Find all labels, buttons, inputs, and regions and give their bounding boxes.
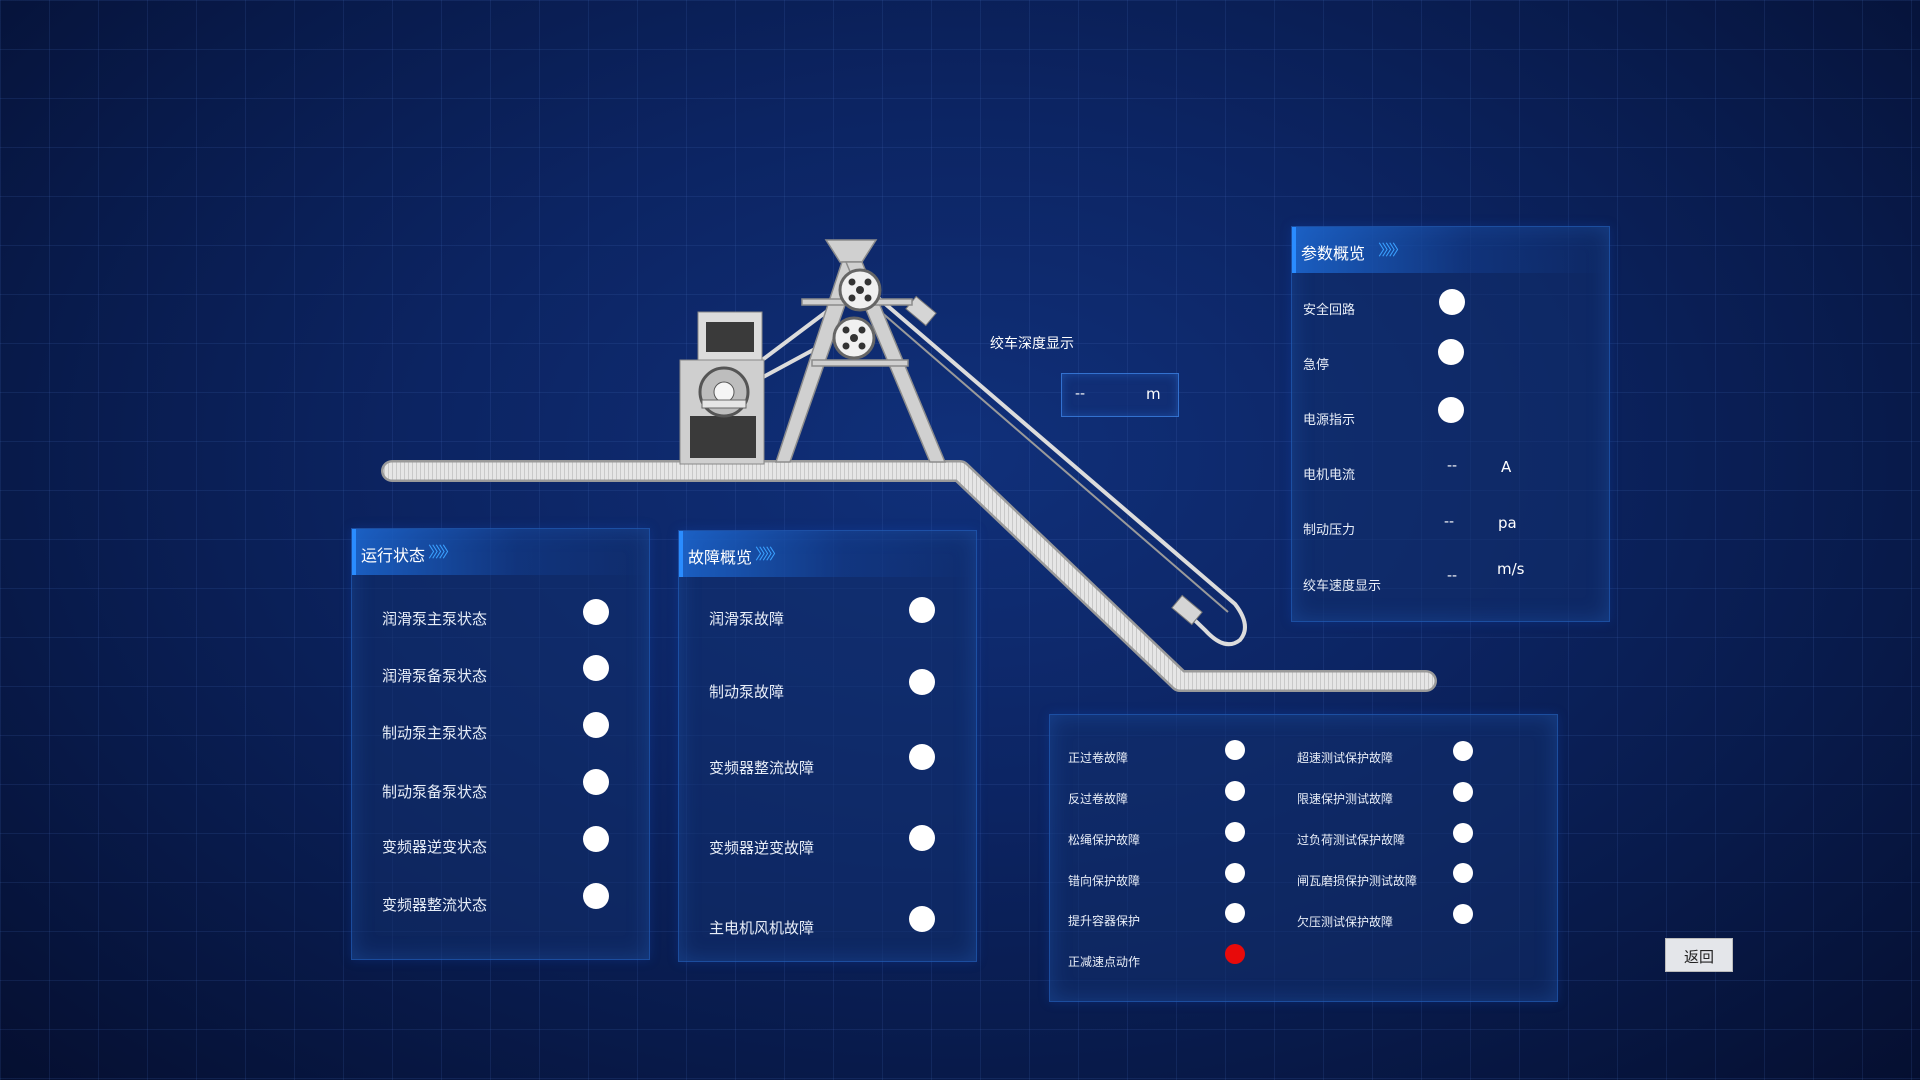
fault-panel-header: 故障概览 〉〉〉〉〉 (679, 531, 976, 577)
fault-panel-title: 故障概览 (688, 548, 753, 567)
winch-house (679, 311, 765, 465)
run-status-indicator (583, 655, 609, 681)
fault-label: 润滑泵故障 (709, 610, 785, 628)
params-panel: 参数概览 〉〉〉〉〉 安全回路 急停 电源指示 电机电流 -- A 制动压力 -… (1291, 226, 1610, 622)
depth-display-title: 绞车深度显示 (990, 336, 1074, 352)
depth-unit: m (1146, 385, 1161, 403)
param-label-estop: 急停 (1303, 358, 1330, 373)
brake-pressure-value: -- (1444, 514, 1455, 530)
chevron-decoration-icon: 〉〉〉〉〉 (755, 545, 784, 563)
run-status-indicator (583, 826, 609, 852)
run-status-indicator (583, 883, 609, 909)
run-status-indicator (583, 599, 609, 625)
motor-current-unit: A (1501, 458, 1512, 476)
protection-label: 欠压测试保护故障 (1297, 915, 1394, 929)
protection-indicator (1453, 782, 1473, 802)
estop-indicator (1438, 339, 1464, 365)
protection-indicator (1225, 740, 1245, 760)
back-button[interactable]: 返回 (1665, 938, 1733, 972)
param-label-safety-loop: 安全回路 (1303, 303, 1356, 318)
fault-label: 变频器整流故障 (709, 759, 815, 777)
protection-indicator (1225, 822, 1245, 842)
run-status-indicator (583, 712, 609, 738)
rope-clamp-lower (1171, 594, 1203, 626)
protection-indicator (1453, 904, 1473, 924)
run-status-indicator (583, 769, 609, 795)
protection-label: 限速保护测试故障 (1297, 792, 1394, 806)
depth-value: -- (1075, 386, 1086, 402)
fault-indicator (909, 906, 935, 932)
protection-label: 过负荷测试保护故障 (1297, 833, 1406, 847)
winch-speed-value: -- (1447, 568, 1458, 584)
protection-panel: 正过卷故障 反过卷故障 松绳保护故障 错向保护故障 提升容器保护 正减速点动作 … (1049, 714, 1558, 1002)
fault-label: 变频器逆变故障 (709, 839, 815, 857)
param-label-power: 电源指示 (1303, 413, 1356, 428)
run-status-panel: 运行状态 〉〉〉〉〉 润滑泵主泵状态 润滑泵备泵状态 制动泵主泵状态 制动泵备泵… (351, 528, 650, 960)
protection-label: 超速测试保护故障 (1297, 751, 1394, 765)
param-label-motor-current: 电机电流 (1303, 468, 1356, 483)
fault-label: 制动泵故障 (709, 683, 785, 701)
fault-indicator (909, 669, 935, 695)
head-sheave-lower (832, 316, 876, 360)
protection-label: 闸瓦磨损保护测试故障 (1297, 874, 1418, 888)
protection-label: 正过卷故障 (1068, 751, 1129, 765)
params-panel-title: 参数概览 (1301, 244, 1366, 263)
fault-indicator (909, 825, 935, 851)
run-status-label: 润滑泵备泵状态 (382, 667, 488, 685)
brake-pressure-unit: pa (1498, 514, 1517, 532)
protection-label: 松绳保护故障 (1068, 833, 1141, 847)
protection-label: 提升容器保护 (1068, 914, 1141, 928)
fault-indicator (909, 597, 935, 623)
protection-label: 正减速点动作 (1068, 955, 1141, 969)
run-status-panel-header: 运行状态 〉〉〉〉〉 (352, 529, 649, 575)
run-status-label: 制动泵备泵状态 (382, 783, 488, 801)
protection-indicator (1453, 863, 1473, 883)
power-indicator (1438, 397, 1464, 423)
depth-display-box: -- m (1061, 373, 1179, 417)
track-rail (381, 460, 1437, 692)
protection-indicator (1225, 863, 1245, 883)
run-status-panel-title: 运行状态 (361, 546, 426, 565)
headframe (774, 239, 947, 463)
fault-label: 主电机风机故障 (709, 919, 815, 937)
run-status-label: 制动泵主泵状态 (382, 724, 488, 742)
params-panel-header: 参数概览 〉〉〉〉〉 (1292, 227, 1609, 273)
chevron-decoration-icon: 〉〉〉〉〉 (428, 543, 457, 561)
protection-label: 错向保护故障 (1068, 874, 1141, 888)
protection-indicator (1225, 903, 1245, 923)
fault-panel: 故障概览 〉〉〉〉〉 润滑泵故障 制动泵故障 变频器整流故障 变频器逆变故障 主… (678, 530, 977, 962)
safety-loop-indicator (1439, 289, 1465, 315)
protection-indicator-alarm (1225, 944, 1245, 964)
run-status-label: 变频器整流状态 (382, 896, 488, 914)
motor-current-value: -- (1447, 458, 1458, 474)
protection-indicator (1453, 741, 1473, 761)
run-status-label: 润滑泵主泵状态 (382, 610, 488, 628)
fault-indicator (909, 744, 935, 770)
head-sheave-upper (838, 268, 882, 312)
param-label-brake-pressure: 制动压力 (1303, 523, 1356, 538)
param-label-winch-speed: 绞车速度显示 (1303, 579, 1382, 594)
winch-speed-unit: m/s (1497, 560, 1525, 578)
protection-indicator (1225, 781, 1245, 801)
protection-indicator (1453, 823, 1473, 843)
chevron-decoration-icon: 〉〉〉〉〉 (1378, 241, 1407, 259)
run-status-label: 变频器逆变状态 (382, 838, 488, 856)
protection-label: 反过卷故障 (1068, 792, 1129, 806)
